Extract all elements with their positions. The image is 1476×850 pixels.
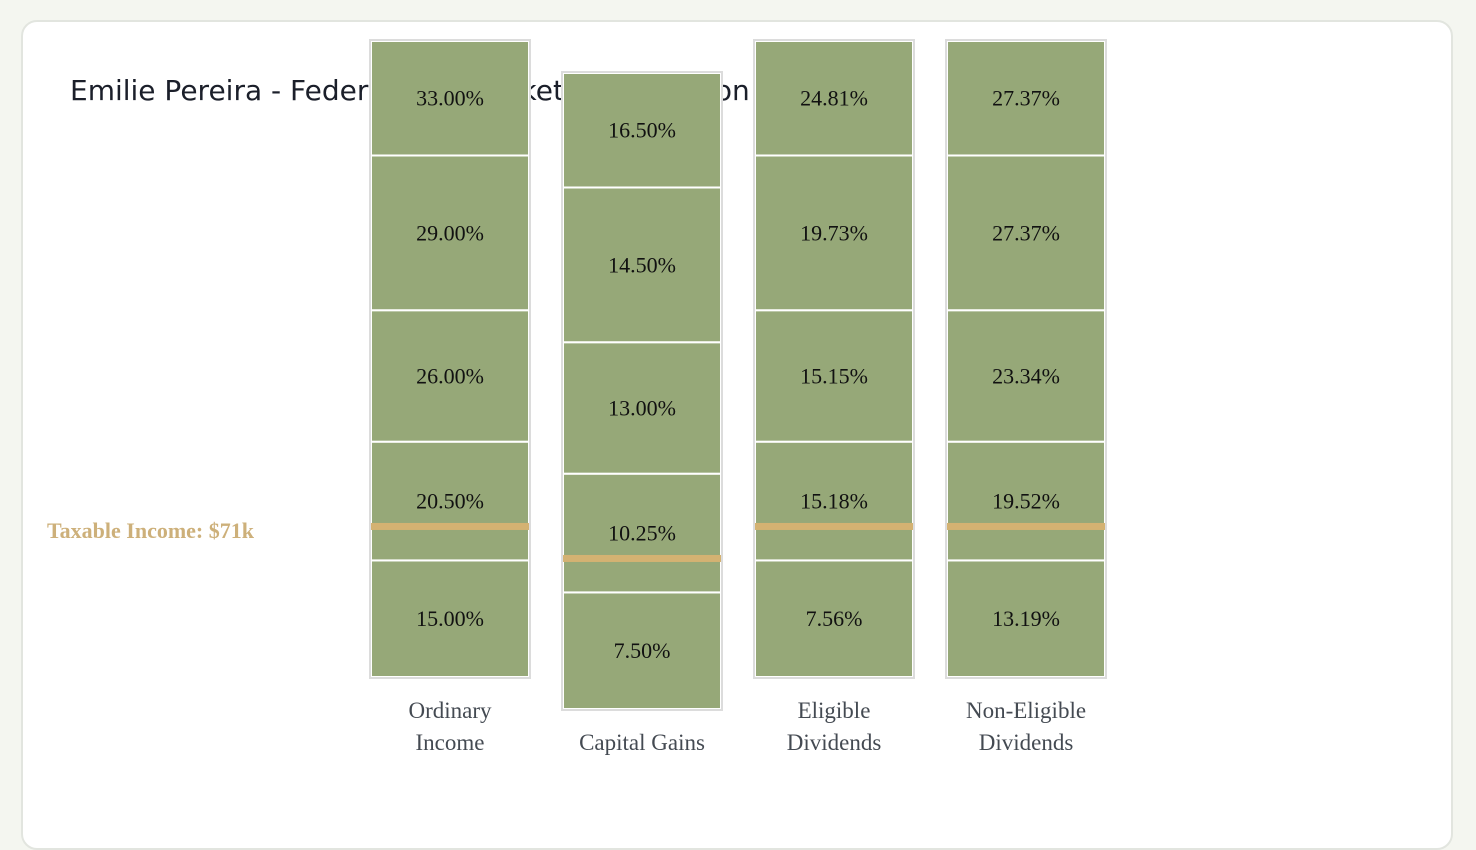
category-label: Ordinary bbox=[408, 698, 492, 723]
bracket-rate-label: 24.81% bbox=[800, 86, 868, 111]
bracket-segment bbox=[370, 154, 530, 312]
bracket-rate-label: 23.34% bbox=[992, 363, 1060, 388]
bracket-rate-label: 13.00% bbox=[608, 395, 676, 420]
bracket-rate-label: 29.00% bbox=[416, 220, 484, 245]
bracket-rate-label: 14.50% bbox=[608, 252, 676, 277]
bracket-rate-label: 19.73% bbox=[800, 220, 868, 245]
category-label: Dividends bbox=[979, 730, 1074, 755]
category-label: Income bbox=[416, 730, 485, 755]
taxable-income-label: Taxable Income: $71k bbox=[47, 518, 255, 543]
bracket-rate-label: 16.50% bbox=[608, 118, 676, 143]
bracket-segment bbox=[370, 309, 530, 443]
bracket-segment bbox=[562, 72, 722, 189]
bracket-rate-label: 19.52% bbox=[992, 489, 1060, 514]
bracket-rate-label: 7.50% bbox=[614, 638, 671, 663]
category-label: Capital Gains bbox=[579, 730, 705, 755]
column-border bbox=[945, 39, 1107, 679]
column-border bbox=[753, 39, 915, 679]
bracket-segment bbox=[946, 154, 1106, 312]
bracket-segment bbox=[754, 309, 914, 443]
bracket-rate-label: 15.00% bbox=[416, 606, 484, 631]
bracket-rate-label: 26.00% bbox=[416, 363, 484, 388]
column-4: 13.19% 19.52% 23.34% 27.37% 27.37% Non-Eligib… bbox=[945, 39, 1107, 755]
bracket-rate-label: 27.37% bbox=[992, 220, 1060, 245]
bracket-segment bbox=[370, 40, 530, 157]
bracket-segment bbox=[562, 341, 722, 475]
category-label: Eligible bbox=[798, 698, 871, 723]
bracket-rate-label: 7.56% bbox=[806, 606, 863, 631]
bracket-rate-label: 10.25% bbox=[608, 521, 676, 546]
bracket-rate-label: 13.19% bbox=[992, 606, 1060, 631]
bracket-segment bbox=[754, 559, 914, 679]
bracket-rate-label: 15.18% bbox=[800, 489, 868, 514]
income-marker-line bbox=[371, 522, 529, 530]
column-2: 7.50% 10.25% 13.00% 14.50% 16.50% Capital Gai… bbox=[561, 71, 723, 755]
chart-card bbox=[21, 20, 1453, 850]
category-label: Non-Eligible bbox=[966, 698, 1086, 723]
income-marker-line bbox=[947, 522, 1105, 530]
bracket-segment bbox=[946, 309, 1106, 443]
income-marker-line bbox=[563, 554, 721, 562]
column-border bbox=[561, 71, 723, 711]
bracket-segment bbox=[370, 440, 530, 562]
column-3: 7.56% 15.18% 15.15% 19.73% 24.81% Eligible Div… bbox=[753, 39, 915, 755]
bracket-rate-label: 15.15% bbox=[800, 363, 868, 388]
bracket-segment bbox=[946, 40, 1106, 157]
bracket-segment bbox=[754, 440, 914, 562]
column-1: 15.00% 20.50% 26.00% 29.00% 33.00% Ordinary In… bbox=[369, 39, 531, 755]
bracket-rate-label: 27.37% bbox=[992, 86, 1060, 111]
column-border bbox=[369, 39, 531, 679]
category-label: Dividends bbox=[787, 730, 882, 755]
bracket-segment bbox=[946, 559, 1106, 679]
bracket-rate-label: 20.50% bbox=[416, 489, 484, 514]
bracket-rate-label: 33.00% bbox=[416, 86, 484, 111]
income-marker-line bbox=[755, 522, 913, 530]
